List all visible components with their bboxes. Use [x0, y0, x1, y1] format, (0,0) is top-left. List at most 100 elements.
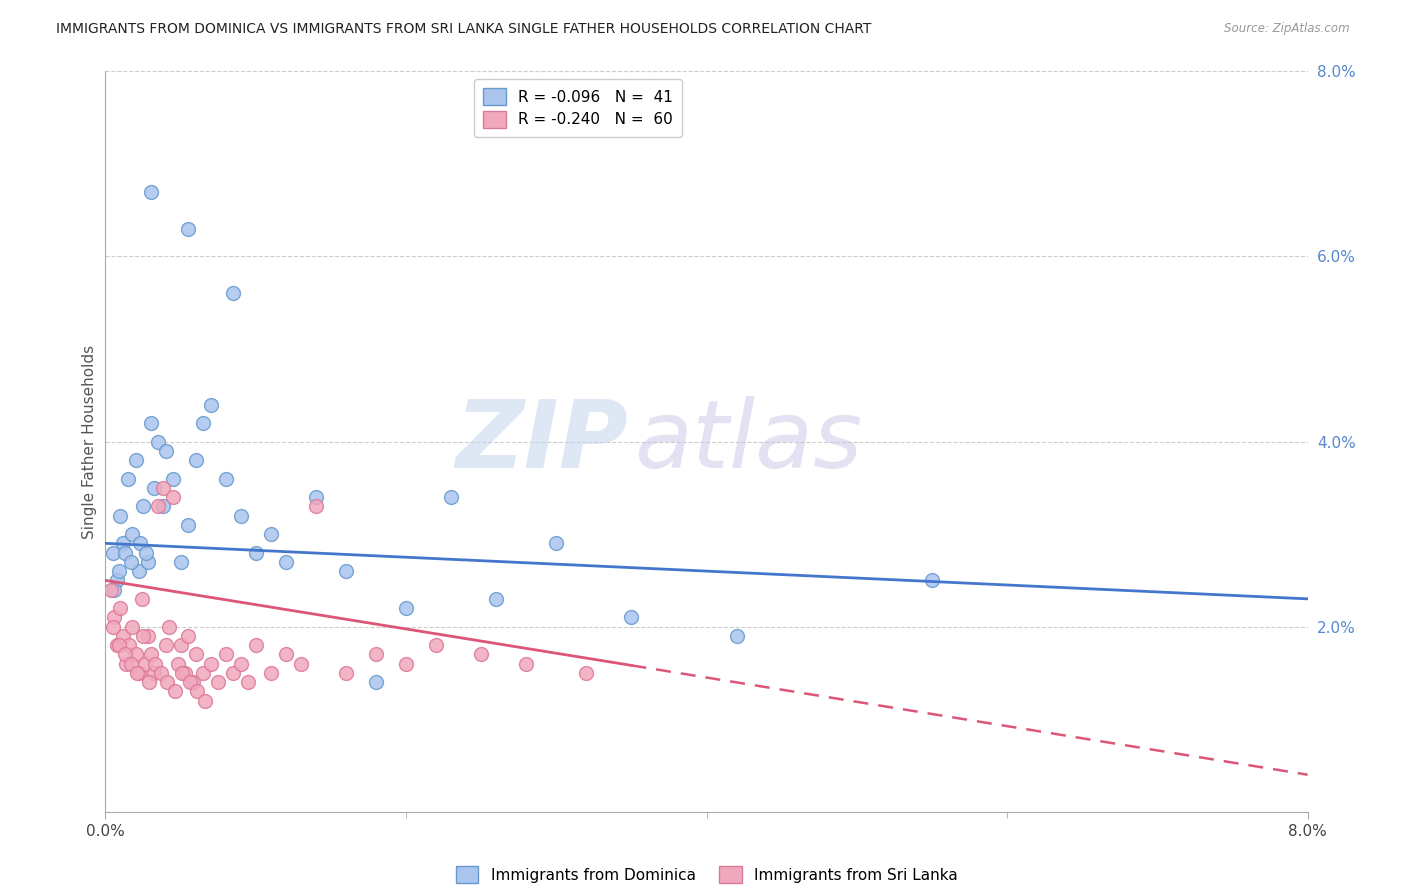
Text: ZIP: ZIP — [456, 395, 628, 488]
Point — [186, 684, 208, 698]
Point — [229, 657, 252, 671]
Point — [395, 657, 418, 671]
Point — [146, 434, 169, 449]
Point — [142, 665, 165, 680]
Point — [515, 657, 537, 671]
Point — [162, 471, 184, 485]
Point — [155, 443, 177, 458]
Point — [103, 582, 125, 597]
Point — [177, 517, 200, 532]
Point — [364, 648, 387, 662]
Point — [108, 638, 131, 652]
Point — [191, 665, 214, 680]
Point — [136, 629, 159, 643]
Point — [260, 665, 283, 680]
Point — [184, 453, 207, 467]
Point — [274, 555, 297, 569]
Y-axis label: Single Father Households: Single Father Households — [82, 344, 97, 539]
Point — [107, 574, 129, 588]
Point — [162, 490, 184, 504]
Point — [112, 629, 135, 643]
Point — [134, 657, 156, 671]
Point — [150, 665, 173, 680]
Point — [139, 185, 162, 199]
Point — [485, 591, 508, 606]
Point — [169, 555, 191, 569]
Point — [100, 582, 122, 597]
Point — [207, 675, 229, 690]
Point — [115, 657, 138, 671]
Point — [131, 591, 153, 606]
Point — [143, 657, 166, 671]
Point — [114, 648, 136, 662]
Point — [305, 500, 328, 514]
Point — [274, 648, 297, 662]
Point — [425, 638, 447, 652]
Point — [124, 648, 146, 662]
Point — [112, 536, 135, 550]
Point — [335, 564, 357, 578]
Point — [335, 665, 357, 680]
Point — [177, 221, 200, 235]
Point — [132, 500, 155, 514]
Point — [546, 536, 568, 550]
Point — [121, 527, 143, 541]
Point — [194, 694, 217, 708]
Point — [214, 648, 236, 662]
Point — [114, 546, 136, 560]
Point — [222, 665, 245, 680]
Point — [222, 286, 245, 301]
Point — [132, 629, 155, 643]
Point — [120, 555, 142, 569]
Point — [245, 638, 267, 652]
Point — [101, 619, 124, 633]
Text: IMMIGRANTS FROM DOMINICA VS IMMIGRANTS FROM SRI LANKA SINGLE FATHER HOUSEHOLDS C: IMMIGRANTS FROM DOMINICA VS IMMIGRANTS F… — [56, 22, 872, 37]
Point — [395, 601, 418, 615]
Point — [139, 416, 162, 430]
Point — [110, 601, 132, 615]
Point — [470, 648, 492, 662]
Point — [103, 610, 125, 624]
Point — [440, 490, 463, 504]
Point — [101, 546, 124, 560]
Point — [725, 629, 748, 643]
Point — [364, 675, 387, 690]
Text: Source: ZipAtlas.com: Source: ZipAtlas.com — [1225, 22, 1350, 36]
Point — [135, 546, 157, 560]
Point — [155, 638, 177, 652]
Point — [136, 555, 159, 569]
Point — [620, 610, 643, 624]
Point — [124, 453, 146, 467]
Point — [152, 500, 174, 514]
Point — [120, 657, 142, 671]
Point — [290, 657, 312, 671]
Point — [142, 481, 165, 495]
Point — [174, 665, 197, 680]
Point — [125, 665, 148, 680]
Point — [191, 416, 214, 430]
Point — [200, 397, 222, 411]
Point — [152, 481, 174, 495]
Point — [172, 665, 194, 680]
Point — [129, 536, 152, 550]
Point — [179, 675, 201, 690]
Point — [177, 629, 200, 643]
Point — [121, 619, 143, 633]
Point — [260, 527, 283, 541]
Point — [245, 546, 267, 560]
Point — [146, 500, 169, 514]
Point — [128, 665, 150, 680]
Point — [163, 684, 186, 698]
Point — [128, 564, 150, 578]
Point — [229, 508, 252, 523]
Point — [921, 574, 943, 588]
Point — [181, 675, 204, 690]
Point — [238, 675, 260, 690]
Point — [118, 638, 141, 652]
Legend: Immigrants from Dominica, Immigrants from Sri Lanka: Immigrants from Dominica, Immigrants fro… — [450, 860, 963, 889]
Point — [214, 471, 236, 485]
Point — [117, 471, 139, 485]
Text: atlas: atlas — [634, 396, 863, 487]
Point — [156, 675, 179, 690]
Point — [110, 508, 132, 523]
